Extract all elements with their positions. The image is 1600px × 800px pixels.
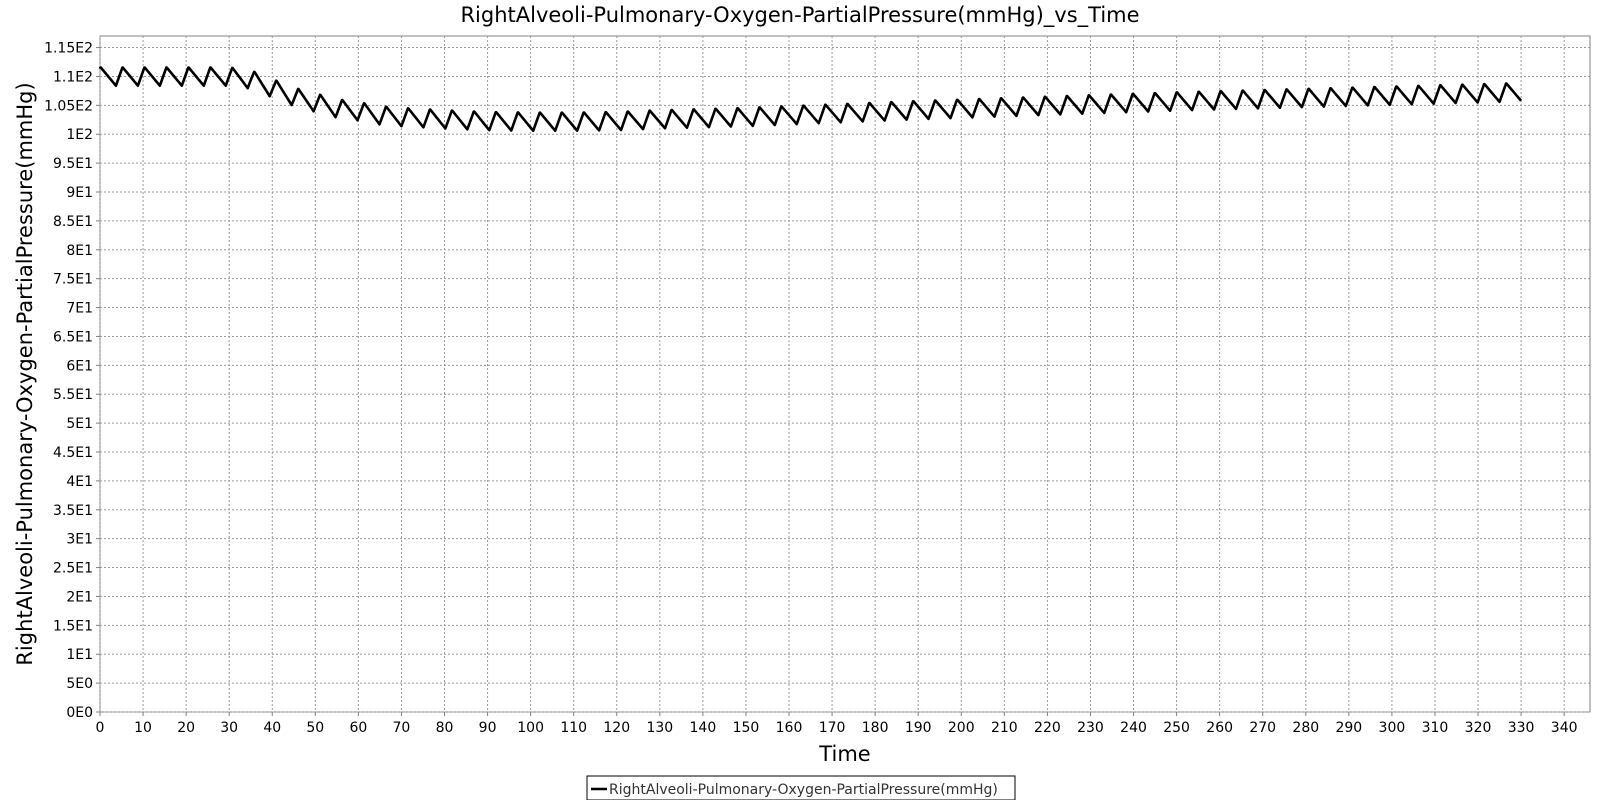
y-tick-label: 8.5E1	[53, 214, 93, 230]
x-tick-label: 200	[948, 720, 975, 736]
x-tick-label: 50	[306, 720, 324, 736]
x-tick-label: 10	[134, 720, 152, 736]
x-tick-label: 330	[1508, 720, 1535, 736]
x-tick-label: 190	[905, 720, 932, 736]
y-tick-label: 8E1	[66, 243, 93, 259]
x-tick-label: 340	[1551, 720, 1578, 736]
x-tick-label: 130	[646, 720, 673, 736]
x-tick-label: 270	[1249, 720, 1276, 736]
y-tick-label: 5E0	[66, 676, 93, 692]
y-tick-label: 9E1	[66, 185, 93, 201]
y-tick-label: 7E1	[66, 301, 93, 317]
x-tick-label: 30	[220, 720, 238, 736]
x-tick-label: 160	[776, 720, 803, 736]
y-tick-label: 2.5E1	[53, 561, 93, 577]
x-tick-label: 240	[1120, 720, 1147, 736]
x-tick-label: 60	[349, 720, 367, 736]
x-tick-label: 110	[560, 720, 587, 736]
y-tick-label: 6E1	[66, 358, 93, 374]
y-tick-label: 0E0	[66, 705, 93, 721]
x-tick-label: 90	[479, 720, 497, 736]
legend-box	[586, 775, 1016, 800]
y-tick-label: 4E1	[66, 474, 93, 490]
x-tick-label: 0	[96, 720, 105, 736]
x-tick-label: 140	[690, 720, 717, 736]
x-tick-label: 300	[1379, 720, 1406, 736]
x-gridlines	[99, 36, 1565, 712]
y-tick-label: 7.5E1	[53, 272, 93, 288]
x-axis-ticks: 0 10 20 30 40 50 60 70 80 90 100 110 120 130 140 150 160…	[96, 712, 1578, 736]
x-tick-label: 280	[1292, 720, 1319, 736]
y-tick-label: 4.5E1	[53, 445, 93, 461]
x-tick-label: 70	[393, 720, 411, 736]
x-tick-label: 180	[862, 720, 889, 736]
x-tick-label: 40	[263, 720, 281, 736]
y-tick-label: 5.5E1	[53, 387, 93, 403]
x-tick-label: 320	[1465, 720, 1492, 736]
x-tick-label: 260	[1206, 720, 1233, 736]
x-tick-label: 310	[1422, 720, 1449, 736]
y-tick-label: 1E2	[66, 127, 93, 143]
x-tick-label: 100	[517, 720, 544, 736]
legend-entry: RightAlveoli-Pulmonary-Oxygen-PartialPre…	[609, 782, 998, 798]
y-tick-label: 2E1	[66, 589, 93, 605]
x-tick-label: 170	[819, 720, 846, 736]
x-tick-label: 230	[1077, 720, 1104, 736]
x-axis-label: Time	[818, 742, 870, 766]
x-tick-label: 20	[177, 720, 195, 736]
y-gridlines	[100, 47, 1590, 713]
y-tick-label: 9.5E1	[53, 156, 93, 172]
x-tick-label: 250	[1163, 720, 1190, 736]
x-tick-label: 290	[1335, 720, 1362, 736]
x-tick-label: 150	[733, 720, 760, 736]
y-tick-label: 1.5E1	[53, 618, 93, 634]
legend: RightAlveoli-Pulmonary-Oxygen-PartialPre…	[586, 775, 1016, 800]
y-tick-label: 1.1E2	[53, 69, 93, 85]
y-tick-label: 1.05E2	[44, 98, 93, 114]
y-tick-label: 1.15E2	[44, 41, 93, 57]
y-tick-label: 3.5E1	[53, 503, 93, 519]
chart-title: RightAlveoli-Pulmonary-Oxygen-PartialPre…	[460, 3, 1139, 28]
y-tick-label: 1E1	[66, 647, 93, 663]
x-tick-label: 210	[991, 720, 1018, 736]
plot-area	[99, 35, 1591, 713]
x-tick-label: 120	[603, 720, 630, 736]
series-line	[98, 66, 1523, 133]
y-axis-label: RightAlveoli-Pulmonary-Oxygen-PartialPre…	[13, 82, 37, 665]
y-tick-label: 5E1	[66, 416, 93, 432]
y-tick-label: 3E1	[66, 532, 93, 548]
x-tick-label: 80	[436, 720, 454, 736]
y-axis-ticks: 0E0 5E0 1E1 1.5E1 2E1 2.5E1 3E1 3.5E1 4E1 4.5E1 5E…	[44, 41, 100, 721]
y-tick-label: 6.5E1	[53, 329, 93, 345]
x-tick-label: 220	[1034, 720, 1061, 736]
